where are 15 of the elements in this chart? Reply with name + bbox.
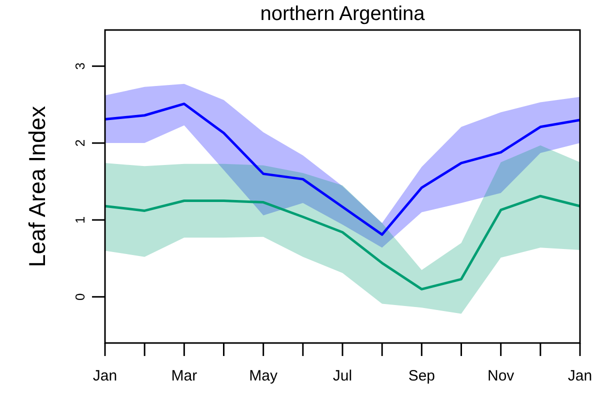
x-tick-label: Jul	[332, 368, 352, 385]
x-tick-label: Jan	[92, 368, 118, 385]
chart-title: northern Argentina	[260, 3, 426, 25]
x-tick-label: Sep	[408, 368, 436, 385]
y-tick-label: 2	[72, 139, 88, 147]
line-series	[104, 194, 582, 290]
x-tick-label: Jan	[568, 368, 592, 385]
y-tick-label: 1	[72, 216, 88, 224]
x-tick-label: Nov	[487, 368, 515, 385]
x-tick-label: Mar	[171, 368, 198, 385]
y-tick-label: 0	[72, 293, 88, 300]
y-tick-label: 3	[72, 62, 88, 70]
line-series	[104, 102, 582, 236]
y-axis-title: Leaf Area Index	[24, 105, 50, 268]
x-tick-label: May	[249, 368, 278, 385]
